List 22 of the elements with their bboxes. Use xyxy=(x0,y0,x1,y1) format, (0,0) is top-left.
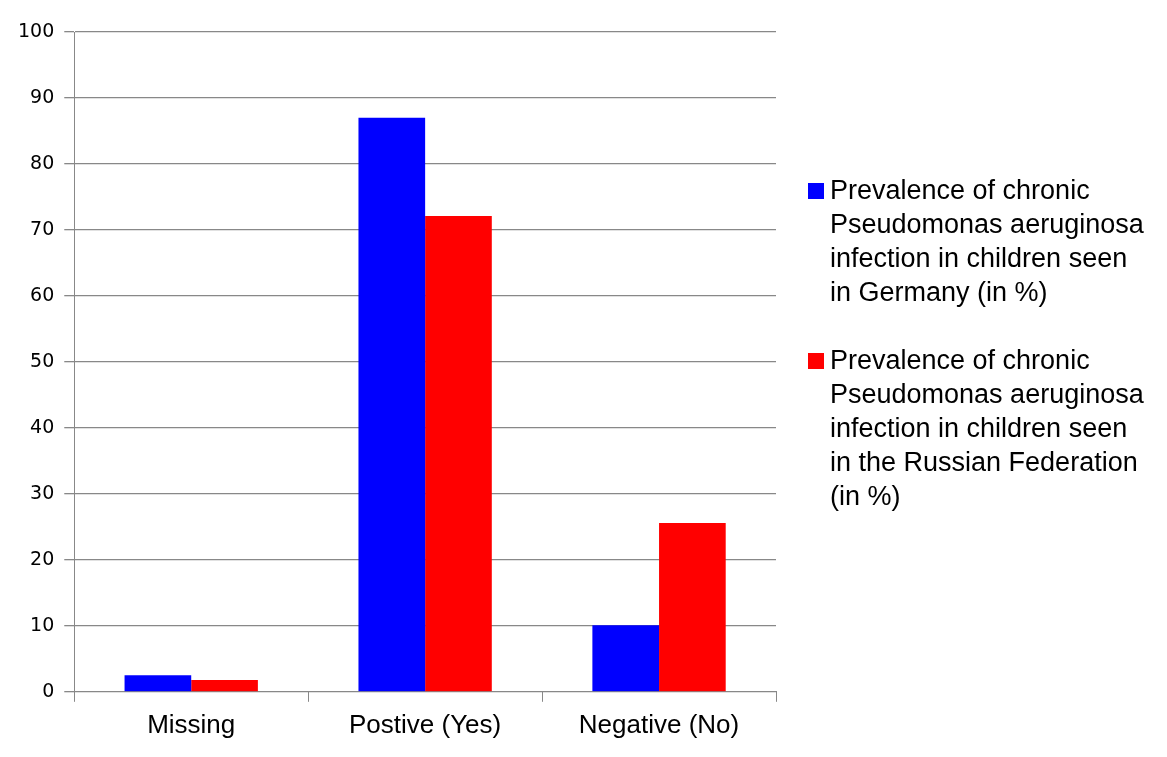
bar xyxy=(358,117,426,692)
y-tick-label: 70 xyxy=(30,216,55,239)
y-tick-label: 60 xyxy=(30,282,55,305)
y-tick-label: 40 xyxy=(30,414,55,437)
bar xyxy=(191,679,258,692)
bar xyxy=(124,675,192,692)
x-tick-label: Negative (No) xyxy=(578,708,740,739)
y-tick-label: 80 xyxy=(30,150,55,173)
legend-label: Prevalence of chronic Pseudomonas aeruginosa infection in children seen in Germany (in %) xyxy=(830,174,1145,309)
x-tick-label: Postive (Yes) xyxy=(349,708,502,739)
legend-label: Prevalence of chronic Pseudomonas aeruginosa infection in children seen in the Russian Federation (in %) xyxy=(830,344,1145,513)
y-tick-label: 100 xyxy=(18,18,55,41)
y-tick-label: 20 xyxy=(30,546,55,569)
bar xyxy=(425,216,492,692)
y-tick-label: 0 xyxy=(42,678,55,701)
y-tick-label: 30 xyxy=(30,480,55,503)
bar xyxy=(659,522,726,692)
y-tick-label: 10 xyxy=(30,612,55,635)
x-tick-label: Missing xyxy=(147,708,236,739)
y-tick-label: 90 xyxy=(30,84,55,107)
y-tick-label: 50 xyxy=(30,348,55,371)
bar xyxy=(592,625,660,692)
